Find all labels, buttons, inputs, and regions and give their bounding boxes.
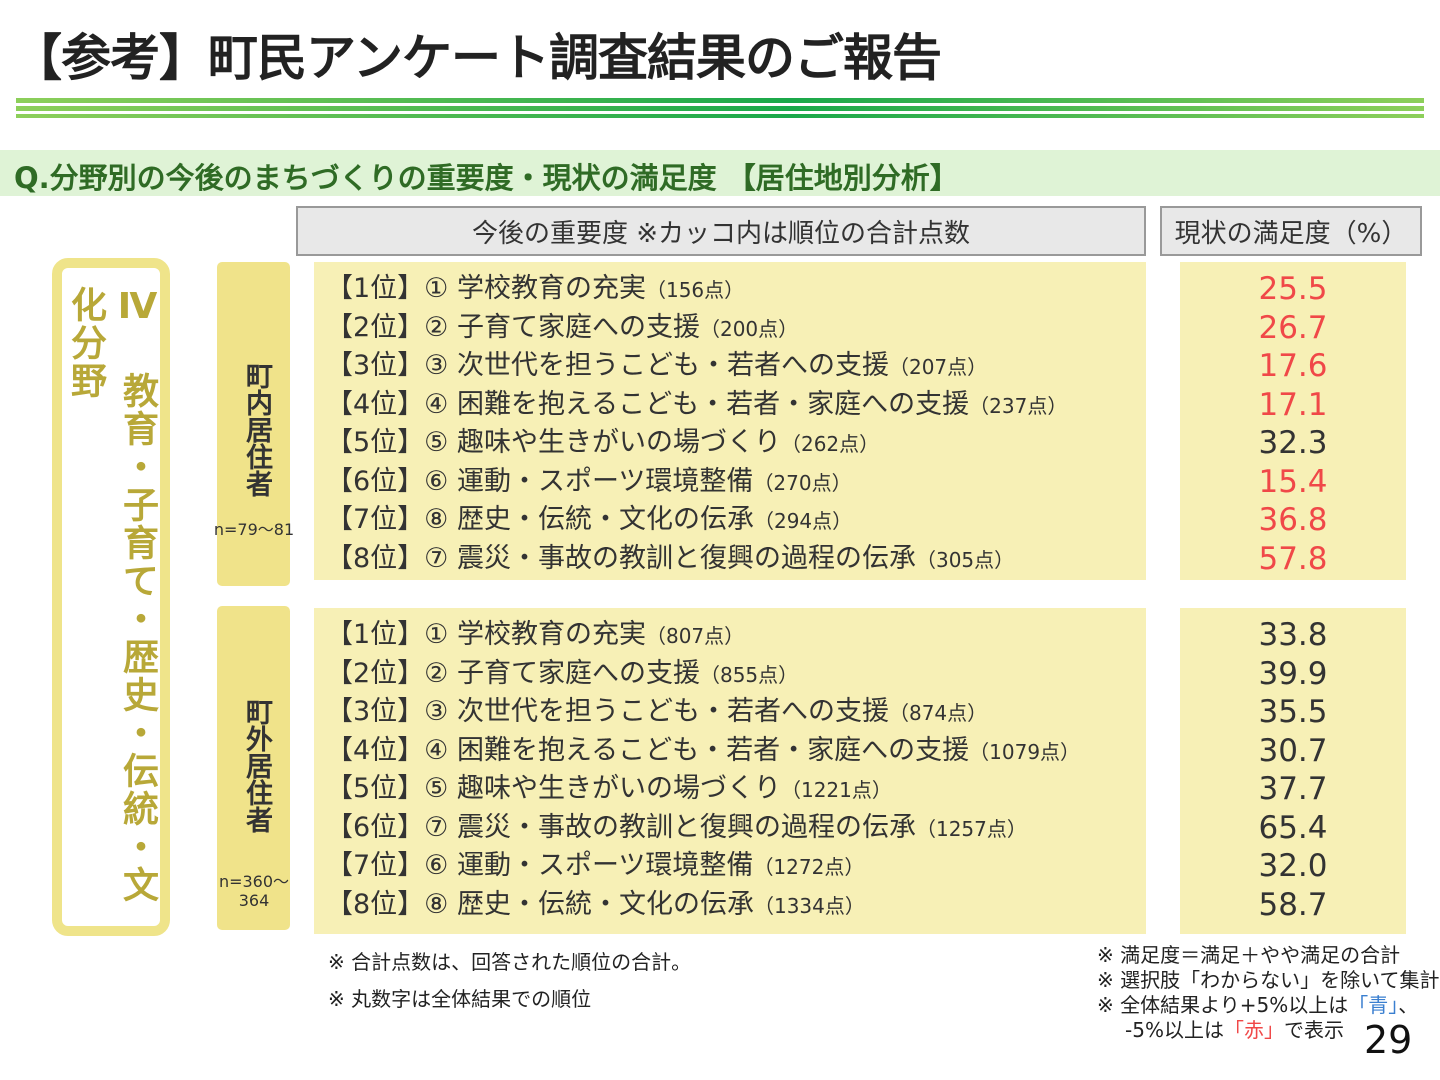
ranking-row: 【3位】③ 次世代を担うこども・若者への支援（207点） xyxy=(326,347,1067,386)
satisfaction-value: 35.5 xyxy=(1258,694,1328,730)
satisfaction-header: 現状の満足度（%） xyxy=(1160,206,1422,256)
sample-size: n=79～81 xyxy=(213,520,295,539)
satisfaction-value: 32.3 xyxy=(1258,425,1328,461)
satisfaction-value: 15.4 xyxy=(1258,463,1328,500)
ranking-points: （1079点） xyxy=(969,739,1081,764)
note-blue: 「青」 xyxy=(1348,993,1399,1017)
ranking-points: （874点） xyxy=(888,701,988,725)
ranking-row: 【2位】② 子育て家庭への支援（200点） xyxy=(326,309,1067,348)
ranking-points: （305点） xyxy=(915,547,1015,572)
ranking-item: 【4位】④ 困難を抱えるこども・若者・家庭への支援 xyxy=(326,734,970,766)
ranking-item: 【1位】① 学校教育の充実 xyxy=(326,273,646,304)
ranking-row: 【5位】⑤ 趣味や生きがいの場づくり（262点） xyxy=(326,424,1067,463)
category-frame xyxy=(52,258,170,936)
satisfaction-value: 26.7 xyxy=(1258,309,1328,346)
satisfaction-value: 57.8 xyxy=(1258,540,1328,577)
group-label-box: 町内居住者 n=79～81 xyxy=(214,262,294,586)
satisfaction-value: 37.7 xyxy=(1258,771,1328,807)
satisfaction-value: 33.8 xyxy=(1258,617,1328,653)
notes-right: ※ 満足度＝満足＋やや満足の合計 ※ 選択肢「わからない」を除いて集計 ※ 全体… xyxy=(1097,943,1440,1043)
ranking-points: （1272点） xyxy=(753,855,865,879)
note-right-1: ※ 満足度＝満足＋やや満足の合計 xyxy=(1097,943,1401,967)
ranking-points: （270点） xyxy=(753,470,852,495)
ranking-row: 【1位】① 学校教育の充実（156点） xyxy=(326,270,1067,309)
ranking-item: 【7位】⑧ 歴史・伝統・文化の伝承 xyxy=(326,504,754,535)
ranking-points: （237点） xyxy=(969,393,1068,418)
ranking-row: 【6位】⑦ 震災・事故の教訓と復興の過程の伝承（1257点） xyxy=(326,809,1080,848)
ranking-points: （1221点） xyxy=(780,778,892,802)
question-text: Q.分野別の今後のまちづくりの重要度・現状の満足度 【居住地別分析】 xyxy=(14,161,959,195)
ranking-points: （807点） xyxy=(645,624,745,648)
ranking-row: 【3位】③ 次世代を担うこども・若者への支援（874点） xyxy=(326,693,1080,732)
ranking-points: （294点） xyxy=(753,509,853,533)
divider xyxy=(16,98,1424,103)
ranking-item: 【8位】⑦ 震災・事故の教訓と復興の過程の伝承 xyxy=(326,542,916,574)
ranking-points: （156点） xyxy=(645,278,745,302)
ranking-row: 【2位】② 子育て家庭への支援（855点） xyxy=(326,655,1080,694)
divider xyxy=(16,106,1424,111)
note-left-1: ※ 合計点数は、回答された順位の合計。 xyxy=(328,950,692,974)
group-label: 町内居住者 xyxy=(241,362,272,497)
note-right-4: -5%以上は xyxy=(1125,1018,1224,1042)
ranking-row: 【4位】④ 困難を抱えるこども・若者・家庭への支援（237点） xyxy=(326,386,1067,425)
ranking-item: 【5位】⑤ 趣味や生きがいの場づくり xyxy=(326,773,781,804)
ranking-row: 【8位】⑦ 震災・事故の教訓と復興の過程の伝承（305点） xyxy=(326,540,1067,579)
ranking-item: 【8位】⑧ 歴史・伝統・文化の伝承 xyxy=(326,888,754,920)
ranking-item: 【2位】② 子育て家庭への支援 xyxy=(326,311,700,343)
ranking-points: （207点） xyxy=(888,355,988,379)
ranking-points: （1257点） xyxy=(915,816,1027,841)
question-band xyxy=(0,150,1440,196)
satisfaction-value: 39.9 xyxy=(1258,655,1328,692)
satisfaction-box: 33.8 39.9 35.5 30.7 37.7 65.4 32.0 58.7 xyxy=(1180,608,1406,934)
ranking-row: 【7位】⑥ 運動・スポーツ環境整備（1272点） xyxy=(326,847,1080,886)
group-label-box: 町外居住者 n=360～364 xyxy=(217,606,290,930)
satisfaction-value: 65.4 xyxy=(1258,809,1328,846)
satisfaction-value: 32.0 xyxy=(1258,848,1328,884)
category-label: Ⅳ 教育・子育て・歴史・伝統・文化分野 xyxy=(65,286,158,904)
ranking-points: （855点） xyxy=(699,662,799,687)
note-left-2: ※ 丸数字は全体結果での順位 xyxy=(328,987,592,1011)
ranking-row: 【8位】⑧ 歴史・伝統・文化の伝承（1334点） xyxy=(326,886,1080,925)
satisfaction-value: 17.6 xyxy=(1258,348,1328,384)
ranking-item: 【1位】① 学校教育の充実 xyxy=(326,619,646,650)
satisfaction-value: 36.8 xyxy=(1258,502,1328,538)
satisfaction-value: 30.7 xyxy=(1258,732,1328,769)
page-title: 【参考】町民アンケート調査結果のご報告 xyxy=(12,29,942,87)
note-right-3: ※ 全体結果より+5%以上は xyxy=(1097,993,1349,1017)
note-red: 「赤」 xyxy=(1223,1018,1284,1042)
ranking-item: 【6位】⑥ 運動・スポーツ環境整備 xyxy=(326,465,754,497)
importance-box: 【1位】① 学校教育の充実（156点） 【2位】② 子育て家庭への支援（200点）… xyxy=(314,262,1146,580)
ranking-row: 【6位】⑥ 運動・スポーツ環境整備（270点） xyxy=(326,463,1067,502)
ranking-row: 【5位】⑤ 趣味や生きがいの場づくり（1221点） xyxy=(326,770,1080,809)
satisfaction-value: 58.7 xyxy=(1258,886,1328,923)
page-number: 29 xyxy=(1364,1018,1413,1062)
ranking-item: 【3位】③ 次世代を担うこども・若者への支援 xyxy=(326,350,889,381)
ranking-row: 【4位】④ 困難を抱えるこども・若者・家庭への支援（1079点） xyxy=(326,732,1080,771)
ranking-row: 【1位】① 学校教育の充実（807点） xyxy=(326,616,1080,655)
ranking-item: 【3位】③ 次世代を担うこども・若者への支援 xyxy=(326,696,889,727)
importance-header: 今後の重要度 ※カッコ内は順位の合計点数 xyxy=(296,206,1146,256)
ranking-item: 【4位】④ 困難を抱えるこども・若者・家庭への支援 xyxy=(326,388,970,420)
ranking-item: 【7位】⑥ 運動・スポーツ環境整備 xyxy=(326,850,754,881)
satisfaction-value: 17.1 xyxy=(1258,386,1328,423)
satisfaction-value: 25.5 xyxy=(1258,271,1328,307)
divider xyxy=(16,114,1424,118)
ranking-points: （200点） xyxy=(699,316,799,341)
ranking-points: （262点） xyxy=(780,432,880,456)
ranking-item: 【5位】⑤ 趣味や生きがいの場づくり xyxy=(326,427,781,458)
ranking-item: 【2位】② 子育て家庭への支援 xyxy=(326,657,700,689)
ranking-points: （1334点） xyxy=(753,893,865,918)
note-tail: で表示 xyxy=(1283,1018,1344,1042)
note-right-2: ※ 選択肢「わからない」を除いて集計 xyxy=(1097,968,1440,992)
ranking-item: 【6位】⑦ 震災・事故の教訓と復興の過程の伝承 xyxy=(326,811,916,843)
ranking-row: 【7位】⑧ 歴史・伝統・文化の伝承（294点） xyxy=(326,501,1067,540)
satisfaction-box: 25.5 26.7 17.6 17.1 32.3 15.4 36.8 57.8 xyxy=(1180,262,1406,580)
group-label: 町外居住者 xyxy=(241,698,272,833)
importance-box: 【1位】① 学校教育の充実（807点） 【2位】② 子育て家庭への支援（855点）… xyxy=(314,608,1146,934)
note-comma: 、 xyxy=(1398,993,1419,1017)
sample-size: n=360～364 xyxy=(218,872,290,910)
